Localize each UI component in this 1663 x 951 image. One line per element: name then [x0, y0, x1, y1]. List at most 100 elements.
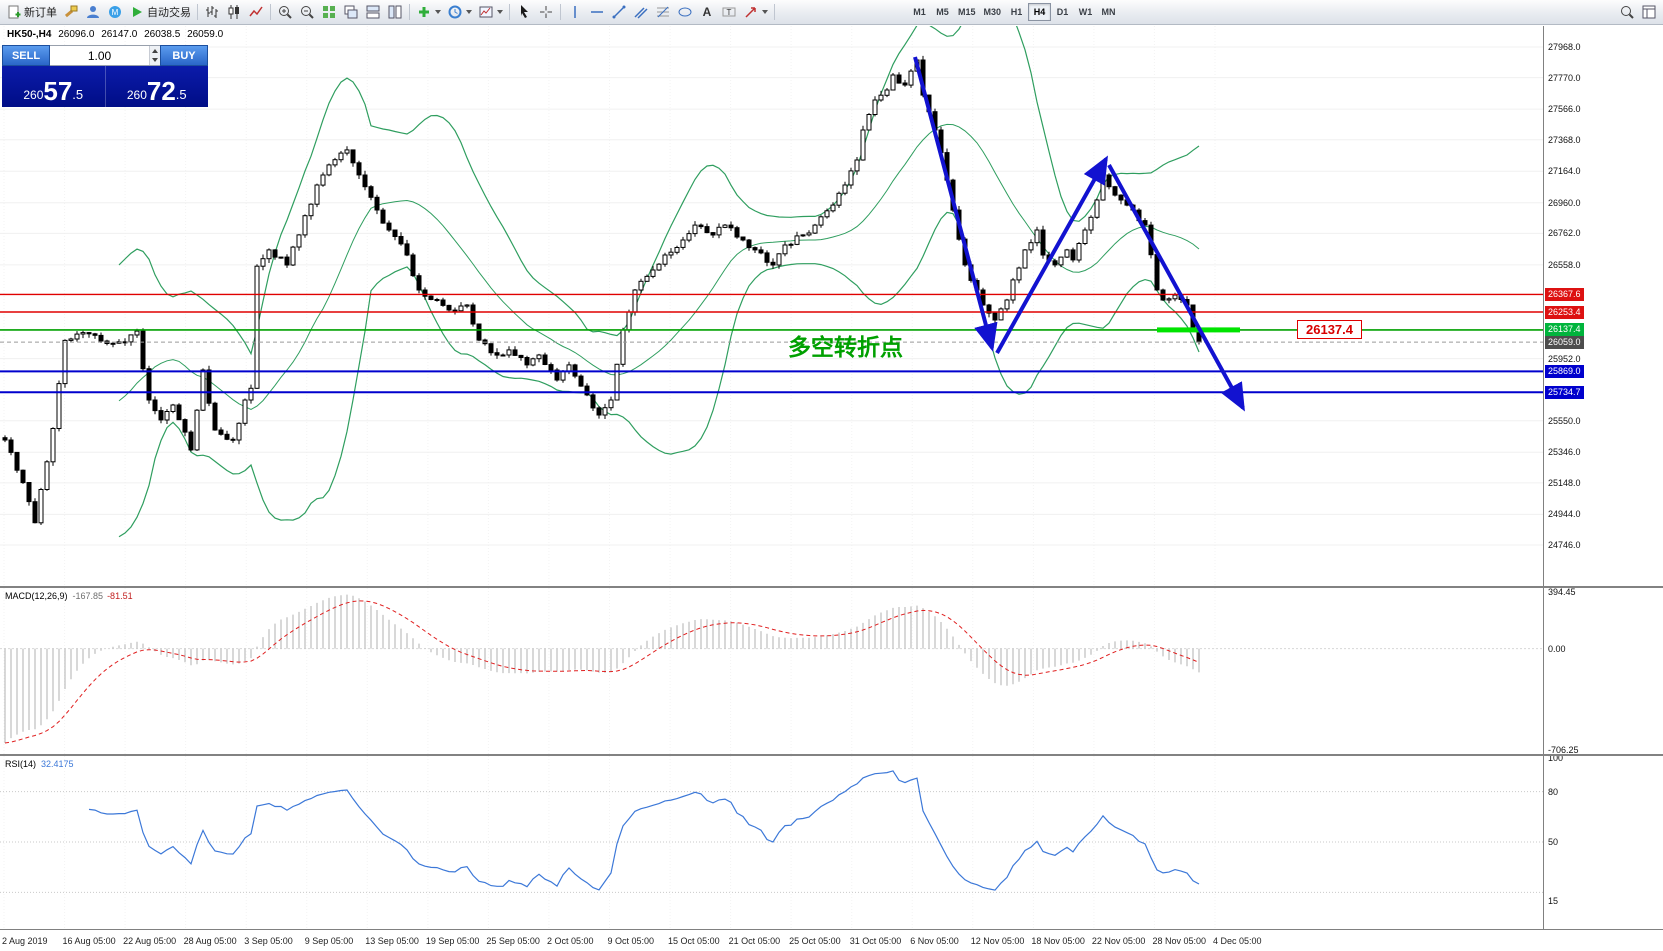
search-icon	[1621, 6, 1634, 19]
time-axis-label: 25 Sep 05:00	[486, 936, 540, 946]
add-indicator-button[interactable]	[413, 2, 444, 22]
zoom-out-button[interactable]	[296, 2, 318, 22]
timeframe-h1-button[interactable]: H1	[1010, 7, 1023, 17]
volume-decrease-button[interactable]	[150, 55, 160, 65]
main-price-chart[interactable]: 多空转折点	[0, 26, 1543, 586]
price-axis[interactable]: 27968.0 27770.0 27566.0 27368.0 27164.0 26960…	[1543, 26, 1663, 929]
search-button[interactable]	[1616, 2, 1638, 22]
shapes-button[interactable]	[674, 2, 696, 22]
sell-button[interactable]: SELL	[2, 45, 50, 66]
timeframe-d1-button[interactable]: D1	[1056, 7, 1069, 17]
dropdown-arrow-icon[interactable]	[466, 10, 472, 14]
timeframe-w1-button[interactable]: W1	[1078, 7, 1093, 17]
candlestick-button[interactable]	[223, 2, 245, 22]
toolbar-separator	[560, 4, 561, 20]
data-window-icon	[1642, 5, 1656, 19]
hline-button[interactable]	[586, 2, 608, 22]
tile-windows-icon	[323, 6, 335, 18]
rsi-line	[88, 770, 1200, 891]
timeframe-m15-button[interactable]: M15	[958, 7, 976, 17]
macd-axis-label: 394.45	[1548, 587, 1576, 597]
bid-ask-display: 260 57.5 260 72.5	[2, 66, 208, 107]
line-chart-button[interactable]	[245, 2, 267, 22]
bar-chart-button[interactable]	[201, 2, 223, 22]
fibonacci-button[interactable]	[652, 2, 674, 22]
crosshair-button[interactable]	[535, 2, 557, 22]
metaeditor-button[interactable]	[60, 2, 82, 22]
price-axis-label: 26960.0	[1548, 198, 1581, 208]
time-axis-label: 4 Dec 05:00	[1213, 936, 1262, 946]
time-axis-label: 15 Oct 05:00	[668, 936, 720, 946]
timeframe-mn-button[interactable]: MN	[1101, 7, 1116, 17]
vline-button[interactable]	[564, 2, 586, 22]
cascade-button[interactable]	[340, 2, 362, 22]
rsi-name: RSI(14)	[5, 759, 37, 769]
panel-separator[interactable]	[0, 754, 1663, 756]
time-axis-label: 9 Sep 05:00	[304, 936, 354, 946]
volume-input[interactable]: 1.00	[87, 48, 112, 63]
rsi-axis-label: 80	[1548, 787, 1559, 797]
buy-button[interactable]: BUY	[160, 45, 208, 66]
arrows-button[interactable]	[740, 2, 771, 22]
channel-button[interactable]	[630, 2, 652, 22]
svg-text:A: A	[703, 5, 712, 19]
cursor-button[interactable]	[513, 2, 535, 22]
periods-button[interactable]	[444, 2, 475, 22]
auto-trading-label: 自动交易	[147, 7, 191, 19]
bollinger-middle-band	[118, 123, 1200, 410]
timeframe-m1-button[interactable]: M1	[913, 7, 926, 17]
text-button[interactable]: A	[696, 2, 718, 22]
tile-horizontal-button[interactable]	[362, 2, 384, 22]
trend-arrow	[1107, 164, 1245, 412]
macd-panel[interactable]	[0, 588, 1543, 754]
price-axis-badge: 26367.6	[1545, 288, 1584, 301]
label-button[interactable]: T	[718, 2, 740, 22]
ohlc-high: 26147.0	[101, 29, 138, 40]
panel-separator[interactable]	[0, 586, 1663, 588]
timeframe-m30-button[interactable]: M30	[983, 7, 1002, 17]
community-button[interactable]: M	[104, 2, 126, 22]
dropdown-arrow-icon[interactable]	[762, 10, 768, 14]
toolbar-separator	[270, 4, 271, 20]
buy-price-prefix: 260	[126, 87, 147, 102]
tile-windows-button[interactable]	[318, 2, 340, 22]
dropdown-arrow-icon[interactable]	[435, 10, 441, 14]
timeframe-m5-button[interactable]: M5	[936, 7, 949, 17]
ohlc-close: 26059.0	[187, 29, 224, 40]
price-axis-label: 27770.0	[1548, 73, 1581, 83]
new-order-button[interactable]: 新订单	[3, 2, 60, 22]
zoom-in-button[interactable]	[274, 2, 296, 22]
time-axis-label: 16 Aug 05:00	[62, 936, 116, 946]
data-window-button[interactable]	[1638, 2, 1660, 22]
profiles-button[interactable]	[82, 2, 104, 22]
templates-icon	[479, 6, 493, 18]
tile-vertical-icon	[388, 5, 402, 19]
time-axis-label: 28 Aug 05:00	[183, 936, 237, 946]
timeframe-h4-button[interactable]: H4	[1028, 3, 1052, 21]
tile-vertical-button[interactable]	[384, 2, 406, 22]
price-axis-badge: 26253.4	[1545, 306, 1584, 319]
volume-increase-button[interactable]	[150, 46, 160, 56]
price-axis-badge: 26059.0	[1545, 336, 1584, 349]
buy-price-suffix: .5	[175, 86, 187, 102]
time-axis-label: 9 Oct 05:00	[607, 936, 655, 946]
buy-price[interactable]: 260 72.5	[106, 66, 209, 107]
time-axis-label: 2 Aug 2019	[2, 936, 48, 946]
trendline-button[interactable]	[608, 2, 630, 22]
text-icon: A	[703, 5, 712, 19]
sell-price-suffix: .5	[72, 86, 84, 102]
time-axis-label: 31 Oct 05:00	[849, 936, 902, 946]
time-axis-label: 28 Nov 05:00	[1152, 936, 1206, 946]
price-axis-label: 25550.0	[1548, 416, 1581, 426]
rsi-value: 32.4175	[41, 759, 74, 769]
time-axis[interactable]: 2 Aug 2019 16 Aug 05:00 22 Aug 05:00 28 Aug…	[0, 929, 1663, 951]
rsi-axis-label: 100	[1548, 753, 1564, 763]
rsi-panel[interactable]	[0, 756, 1543, 928]
auto-trading-button[interactable]: 自动交易	[126, 2, 194, 22]
vline-icon	[574, 6, 576, 18]
dropdown-arrow-icon[interactable]	[497, 10, 503, 14]
templates-button[interactable]	[475, 2, 506, 22]
rsi-axis-label: 15	[1548, 896, 1559, 906]
sell-price[interactable]: 260 57.5	[2, 66, 106, 107]
time-axis-label: 22 Aug 05:00	[123, 936, 177, 946]
